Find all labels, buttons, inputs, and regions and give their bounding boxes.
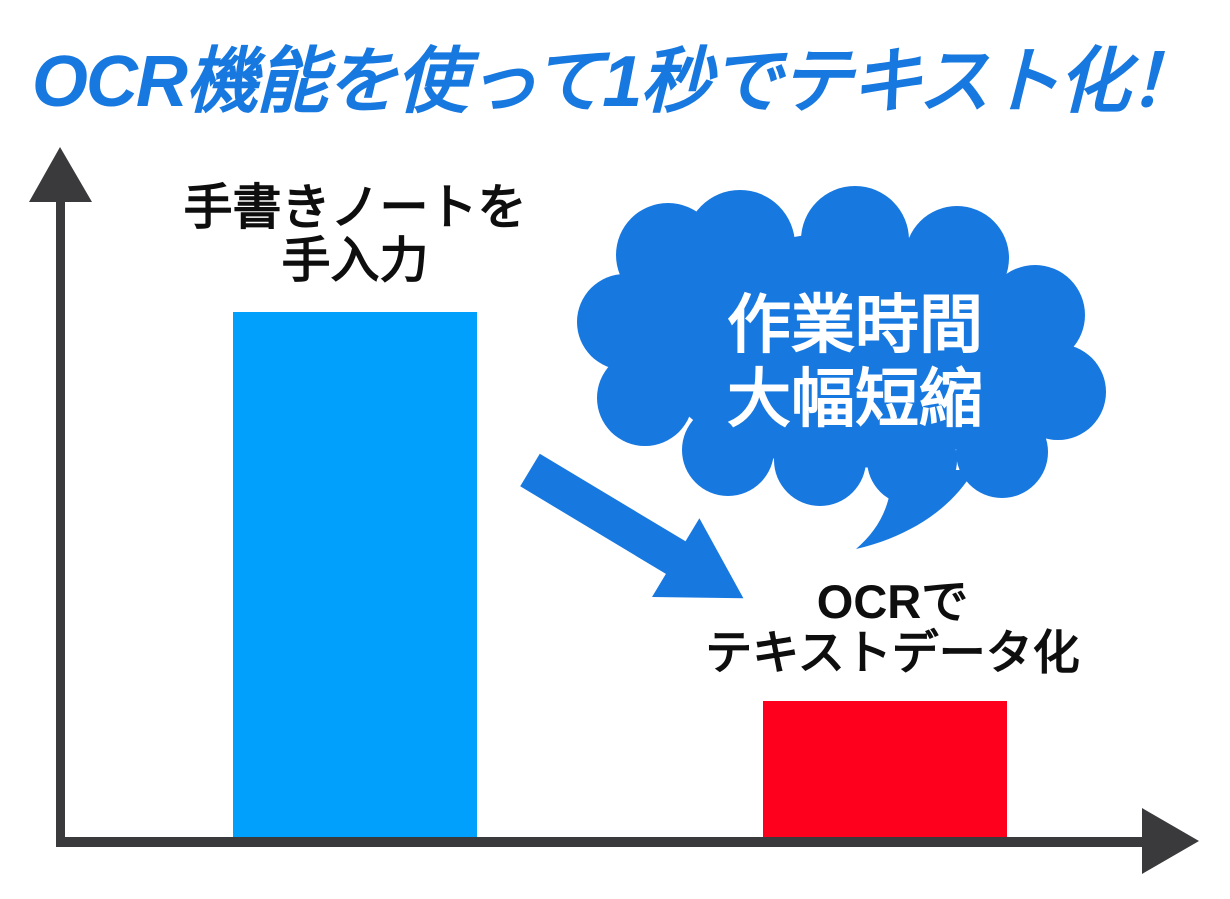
speech-bubble-line2: 大幅短縮 [727,363,983,435]
bar-label-ocr: OCRで テキストデータ化 [655,576,1130,678]
page-title: OCR機能を使って1秒でテキスト化！ [31,42,1200,122]
bar-label-ocr-line1: OCRで [816,575,969,628]
bar-ocr-text [763,701,1007,837]
x-axis-line [56,837,1142,847]
speech-bubble-line1: 作業時間 [727,289,983,361]
bar-label-ocr-line2: テキストデータ化 [705,626,1080,679]
arrow-down-right-icon [520,453,744,599]
bar-label-manual: 手書きノートを 手入力 [105,182,605,288]
bar-label-manual-line2: 手入力 [281,234,429,288]
bar-label-manual-line1: 手書きノートを [183,181,527,235]
speech-bubble-cloud [577,186,1106,549]
bar-manual-input [233,312,477,837]
speech-bubble-text: 作業時間 大幅短縮 [630,288,1080,436]
y-axis-arrow-icon [29,147,92,202]
y-axis-line [56,192,65,838]
x-axis-arrow-icon [1142,808,1199,874]
chart-axes [29,147,1199,874]
